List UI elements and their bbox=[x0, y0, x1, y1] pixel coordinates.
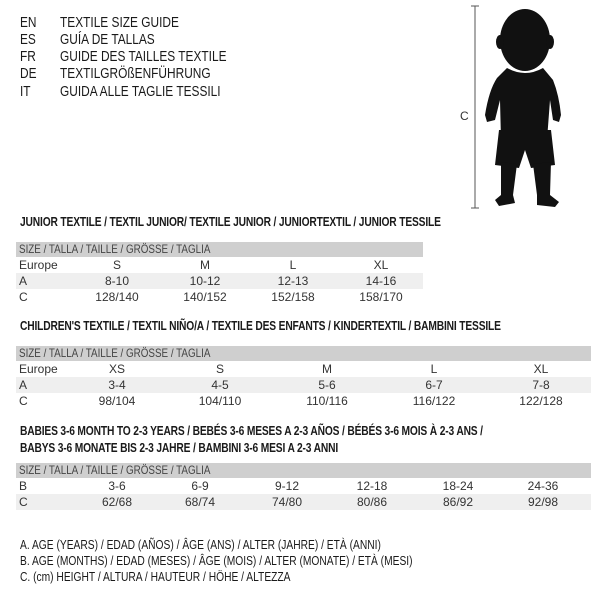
children-title-text: CHILDREN'S TEXTILE / TEXTIL NIÑO/A / TEX… bbox=[20, 319, 501, 333]
lang-title: GUÍA DE TALLAS bbox=[60, 32, 155, 48]
row-label: C bbox=[19, 394, 28, 408]
table-cell: M bbox=[322, 362, 332, 376]
babies-title-text: BABYS 3-6 MONATE BIS 2-3 JAHRE / BAMBINI… bbox=[20, 441, 339, 455]
table-row: C 98/104 104/110 110/116 116/122 122/128 bbox=[16, 393, 591, 409]
table-cell: 140/152 bbox=[183, 290, 227, 304]
table-cell: 3-4 bbox=[108, 378, 126, 392]
table-cell: 12-18 bbox=[356, 479, 388, 493]
babies-size-table: SIZE / TALLA / TAILLE / GRÖSSE / TAGLIA B… bbox=[16, 463, 591, 510]
children-section-title: CHILDREN'S TEXTILE / TEXTIL NIÑO/A / TEX… bbox=[20, 319, 600, 333]
table-cell: 86/92 bbox=[442, 495, 474, 509]
table-cell: 152/158 bbox=[271, 290, 315, 304]
table-cell: 116/122 bbox=[412, 394, 456, 408]
row-label: Europe bbox=[19, 362, 58, 376]
table-cell: S bbox=[112, 258, 122, 272]
table-cell: 92/98 bbox=[527, 495, 559, 509]
table-cell: 10-12 bbox=[189, 274, 221, 288]
height-label: C bbox=[460, 109, 469, 123]
legend-text: C. (cm) HEIGHT / ALTURA / HAUTEUR / HÖHE… bbox=[20, 570, 291, 584]
table-cell: S bbox=[215, 362, 225, 376]
table-cell: 158/170 bbox=[359, 290, 403, 304]
row-label: A bbox=[19, 274, 28, 288]
table-cell: 128/140 bbox=[95, 290, 139, 304]
table-header: SIZE / TALLA / TAILLE / GRÖSSE / TAGLIA bbox=[16, 463, 591, 478]
lang-code: DE bbox=[20, 66, 37, 82]
table-cell: 68/74 bbox=[184, 495, 216, 509]
table-cell: 14-16 bbox=[365, 274, 397, 288]
legend-text: A. AGE (YEARS) / EDAD (AÑOS) / ÂGE (ANS)… bbox=[20, 538, 381, 552]
table-header-text: SIZE / TALLA / TAILLE / GRÖSSE / TAGLIA bbox=[19, 242, 211, 256]
table-row: A 8-10 10-12 12-13 14-16 bbox=[16, 273, 423, 289]
table-cell: 5-6 bbox=[318, 378, 336, 392]
lang-title: GUIDE DES TAILLES TEXTILE bbox=[60, 49, 227, 65]
lang-code: FR bbox=[20, 49, 36, 65]
table-cell: 24-36 bbox=[527, 479, 559, 493]
row-label: Europe bbox=[19, 258, 58, 272]
table-header-text: SIZE / TALLA / TAILLE / GRÖSSE / TAGLIA bbox=[19, 463, 211, 477]
table-cell: 8-10 bbox=[104, 274, 130, 288]
row-label: C bbox=[19, 495, 28, 509]
legend-text: B. AGE (MONTHS) / EDAD (MESES) / ÂGE (MO… bbox=[20, 554, 413, 568]
table-cell: 80/86 bbox=[356, 495, 388, 509]
lang-title: TEXTILE SIZE GUIDE bbox=[60, 15, 179, 31]
table-cell: 6-7 bbox=[425, 378, 443, 392]
legend-b: B. AGE (MONTHS) / EDAD (MESES) / ÂGE (MO… bbox=[20, 554, 499, 568]
table-cell: L bbox=[289, 258, 297, 272]
table-row: Europe XS S M L XL bbox=[16, 361, 591, 377]
table-header: SIZE / TALLA / TAILLE / GRÖSSE / TAGLIA bbox=[16, 346, 591, 361]
table-cell: XL bbox=[533, 362, 549, 376]
table-cell: 18-24 bbox=[442, 479, 474, 493]
legend-c: C. (cm) HEIGHT / ALTURA / HAUTEUR / HÖHE… bbox=[20, 570, 350, 584]
table-header-text: SIZE / TALLA / TAILLE / GRÖSSE / TAGLIA bbox=[19, 346, 211, 360]
table-cell: L bbox=[430, 362, 438, 376]
table-cell: 3-6 bbox=[108, 479, 126, 493]
row-label: C bbox=[19, 290, 28, 304]
table-row: C 128/140 140/152 152/158 158/170 bbox=[16, 289, 423, 305]
table-row: C 62/68 68/74 74/80 80/86 86/92 92/98 bbox=[16, 494, 591, 510]
lang-title: GUIDA ALLE TAGLIE TESSILI bbox=[60, 84, 221, 100]
table-row: Europe S M L XL bbox=[16, 257, 423, 273]
table-cell: 110/116 bbox=[306, 394, 348, 408]
row-label: B bbox=[19, 479, 28, 493]
lang-title: TEXTILGRÖßENFÜHRUNG bbox=[60, 66, 211, 82]
legend-a: A. AGE (YEARS) / EDAD (AÑOS) / ÂGE (ANS)… bbox=[20, 538, 460, 552]
table-cell: XS bbox=[108, 362, 126, 376]
babies-section-title-2: BABYS 3-6 MONATE BIS 2-3 JAHRE / BAMBINI… bbox=[20, 441, 408, 455]
babies-title-text: BABIES 3-6 MONTH TO 2-3 YEARS / BEBÉS 3-… bbox=[20, 424, 483, 438]
junior-title-text: JUNIOR TEXTILE / TEXTIL JUNIOR/ TEXTILE … bbox=[20, 215, 441, 229]
table-cell: 4-5 bbox=[211, 378, 229, 392]
table-cell: 6-9 bbox=[191, 479, 209, 493]
table-cell: XL bbox=[373, 258, 389, 272]
table-row: B 3-6 6-9 9-12 12-18 18-24 24-36 bbox=[16, 478, 591, 494]
lang-code: ES bbox=[20, 32, 36, 48]
row-label: A bbox=[19, 378, 28, 392]
table-cell: M bbox=[200, 258, 210, 272]
table-cell: 9-12 bbox=[274, 479, 300, 493]
table-cell: 122/128 bbox=[519, 394, 563, 408]
junior-section-title: JUNIOR TEXTILE / TEXTIL JUNIOR/ TEXTILE … bbox=[20, 215, 533, 229]
table-header: SIZE / TALLA / TAILLE / GRÖSSE / TAGLIA bbox=[16, 242, 423, 257]
babies-section-title-1: BABIES 3-6 MONTH TO 2-3 YEARS / BEBÉS 3-… bbox=[20, 424, 584, 438]
table-cell: 74/80 bbox=[271, 495, 303, 509]
junior-size-table: SIZE / TALLA / TAILLE / GRÖSSE / TAGLIA E… bbox=[16, 242, 423, 305]
table-cell: 98/104 bbox=[98, 394, 136, 408]
children-size-table: SIZE / TALLA / TAILLE / GRÖSSE / TAGLIA E… bbox=[16, 346, 591, 409]
table-cell: 7-8 bbox=[532, 378, 550, 392]
lang-code: IT bbox=[20, 84, 31, 100]
table-cell: 62/68 bbox=[101, 495, 133, 509]
table-row: A 3-4 4-5 5-6 6-7 7-8 bbox=[16, 377, 591, 393]
baby-silhouette-icon: C bbox=[460, 5, 561, 209]
table-cell: 104/110 bbox=[198, 394, 242, 408]
table-cell: 12-13 bbox=[277, 274, 309, 288]
lang-code: EN bbox=[20, 15, 37, 31]
